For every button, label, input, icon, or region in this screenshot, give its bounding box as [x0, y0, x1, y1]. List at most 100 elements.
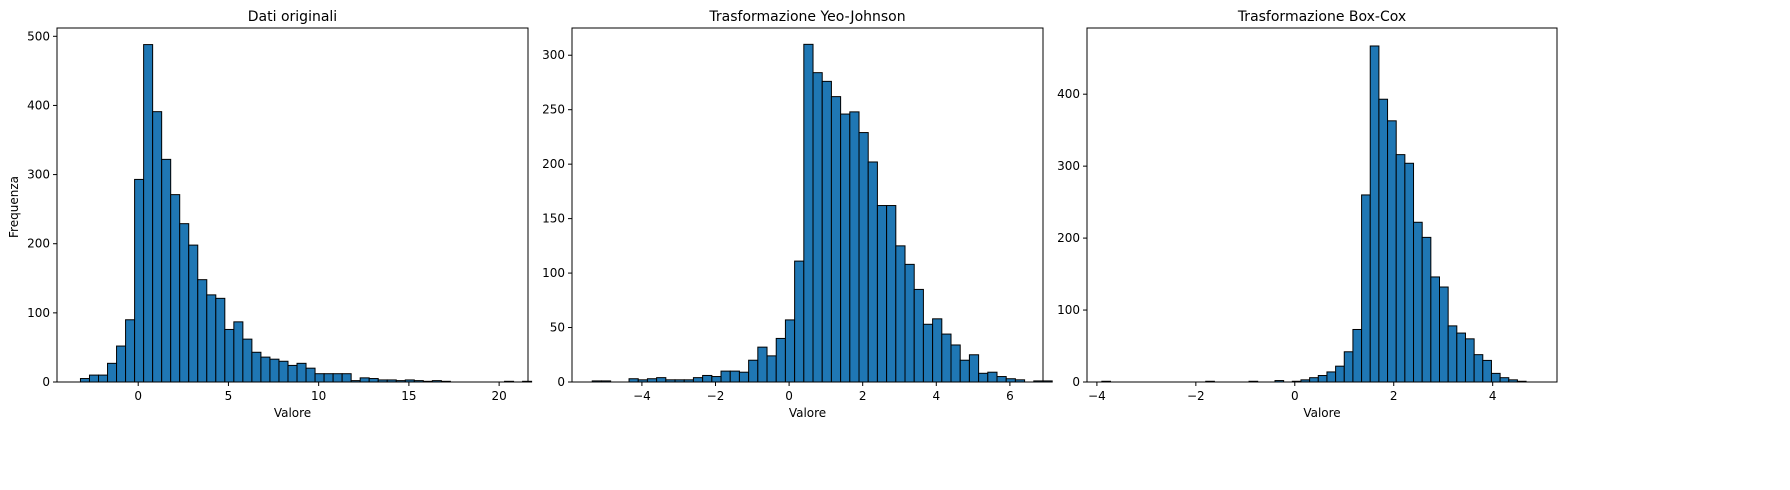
- histogram-bar: [784, 319, 796, 383]
- plot-area: −4 −2 0 2 4 0 100 200 300 400: [1057, 27, 1558, 403]
- histogram-bar: [1361, 194, 1371, 383]
- histogram-bar: [1326, 371, 1337, 383]
- histogram-bar: [251, 351, 262, 383]
- histogram-bar: [895, 245, 906, 383]
- axes-frame: [571, 27, 1044, 383]
- x-tick-label: 6: [1006, 389, 1014, 403]
- y-tick-label: 200: [27, 237, 50, 251]
- histogram-bar: [107, 362, 118, 383]
- histogram-bar: [702, 374, 713, 383]
- histogram-bar: [224, 328, 235, 383]
- x-tick-label: 0: [134, 389, 142, 403]
- y-tick-label: 100: [1057, 303, 1080, 317]
- y-tick-label: 0: [557, 375, 565, 389]
- histogram-bar: [359, 377, 370, 383]
- histogram-bar: [1473, 354, 1484, 383]
- histogram-bar: [152, 111, 163, 383]
- histogram-bar: [858, 132, 869, 383]
- chart-panel-box-cox: Trasformazione Box-Cox Valore −4 −2 0 2 4 0 10…: [1057, 9, 1558, 420]
- histogram-bar: [170, 194, 181, 383]
- y-tick-label: 400: [1057, 87, 1080, 101]
- histogram-bar: [1343, 351, 1354, 383]
- histogram-bar: [748, 359, 759, 383]
- histogram-bar: [812, 72, 823, 383]
- axes-frame: [56, 27, 529, 383]
- chart-panel-yeo-johnson: Trasformazione Yeo-Johnson Valore −4 −2 0 2…: [542, 9, 1053, 420]
- histogram-bar: [1387, 120, 1397, 383]
- histogram-bar: [1352, 328, 1363, 383]
- histogram-bar: [179, 223, 190, 383]
- histogram-bar: [161, 158, 172, 383]
- histogram-bar: [1369, 45, 1380, 383]
- histogram-bar: [794, 260, 805, 383]
- histogram-bar: [692, 377, 704, 383]
- plot-area: −4 −2 0 2 4 6 0 50 100 150 200 250 300: [542, 27, 1053, 403]
- histogram-bar: [1378, 98, 1389, 383]
- histogram-bar: [1447, 325, 1458, 383]
- histogram-bar: [1317, 375, 1328, 383]
- y-tick-label: 150: [542, 212, 565, 226]
- histogram-bar: [987, 371, 998, 383]
- histogram-bar: [233, 321, 244, 383]
- x-tick-label: −2: [707, 389, 725, 403]
- y-tick-label: 400: [27, 98, 50, 112]
- histogram-bar: [1490, 372, 1501, 383]
- histogram-bar: [968, 354, 980, 383]
- histogram-bar: [215, 297, 226, 383]
- x-tick-label: −4: [1088, 389, 1106, 403]
- x-tick-label: 15: [401, 389, 416, 403]
- chart-title: Trasformazione Yeo-Johnson: [708, 9, 905, 25]
- histogram-bar: [242, 338, 253, 383]
- histogram-bar: [656, 377, 667, 383]
- histogram-bar: [886, 205, 897, 383]
- histogram-bar: [1482, 359, 1492, 383]
- x-tick-label: 0: [1291, 389, 1299, 403]
- histogram-bar: [904, 263, 915, 383]
- histogram-bar: [840, 113, 851, 383]
- histogram-bar: [197, 279, 208, 383]
- x-tick-label: 4: [932, 389, 940, 403]
- histogram-bar: [1430, 276, 1440, 383]
- histogram-bar: [1309, 377, 1319, 383]
- x-tick-label: 10: [311, 389, 326, 403]
- histogram-bar: [803, 43, 814, 383]
- histogram-bar: [368, 378, 379, 383]
- histogram-bar: [314, 373, 325, 383]
- histogram-bar: [1335, 365, 1345, 383]
- histogram-bar: [278, 360, 289, 383]
- histogram-bar: [738, 371, 750, 383]
- x-tick-label: 2: [1390, 389, 1398, 403]
- histogram-bar: [1499, 377, 1510, 383]
- histogram-bar: [1404, 162, 1415, 383]
- histogram-bar: [932, 318, 943, 383]
- histogram-bar: [821, 80, 832, 383]
- y-tick-label: 500: [27, 29, 50, 43]
- x-tick-label: 20: [491, 389, 506, 403]
- histogram-bar: [978, 372, 989, 383]
- histogram-bar: [1413, 221, 1423, 383]
- histogram-bar: [867, 161, 878, 383]
- histogram-bar: [296, 362, 307, 383]
- histogram-bar: [269, 358, 280, 383]
- x-tick-label: 4: [1489, 389, 1497, 403]
- histogram-bar: [1395, 154, 1406, 383]
- y-tick-label: 0: [1072, 375, 1080, 389]
- histogram-bar: [913, 288, 924, 383]
- y-tick-label: 300: [27, 168, 50, 182]
- histogram-bar: [876, 205, 888, 383]
- axes-frame: [1086, 27, 1558, 383]
- x-axis-label: Valore: [274, 406, 311, 420]
- histogram-bar: [1421, 236, 1432, 383]
- histogram-bar: [143, 44, 154, 383]
- x-tick-label: 5: [225, 389, 233, 403]
- x-axis-label: Valore: [1303, 406, 1340, 420]
- histogram-bar: [260, 356, 271, 383]
- y-tick-label: 100: [27, 306, 50, 320]
- histogram-bar: [305, 367, 316, 383]
- histogram-bar: [332, 373, 343, 383]
- histogram-bar: [206, 294, 217, 383]
- x-tick-label: 2: [859, 389, 867, 403]
- histogram-bar: [766, 355, 777, 383]
- histogram-bar: [757, 346, 768, 383]
